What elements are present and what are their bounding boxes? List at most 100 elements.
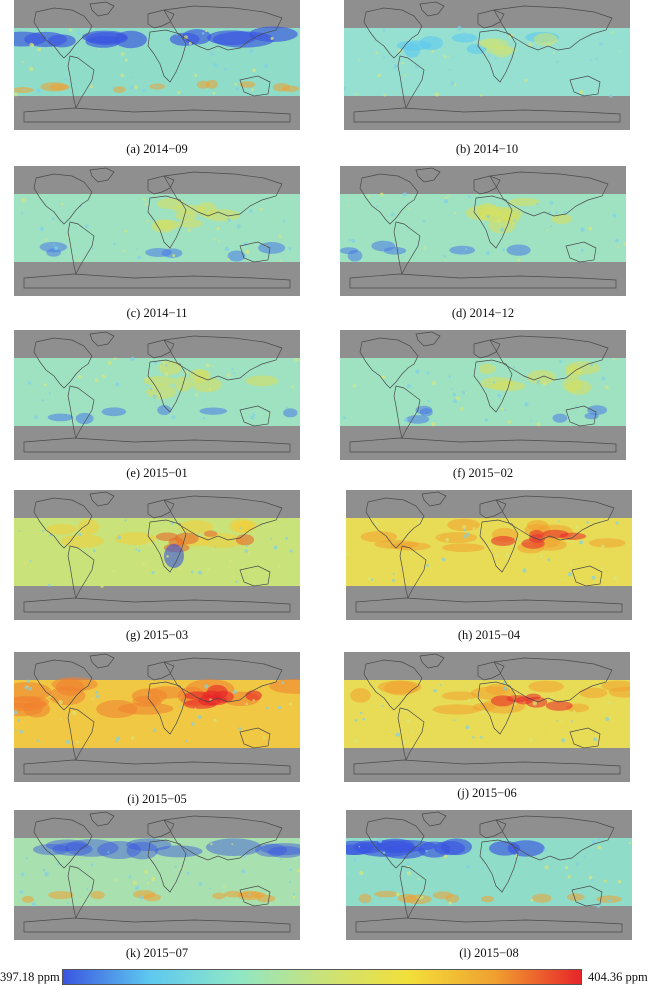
coastline-2	[421, 491, 447, 507]
coastline-6	[239, 885, 271, 907]
coastline-6	[239, 565, 271, 587]
coastline-3	[473, 339, 501, 359]
coastline-6	[239, 241, 271, 263]
colorbar-max-label: 404.36 ppm	[588, 970, 648, 984]
coastline-2	[421, 811, 447, 827]
coastline-5	[495, 815, 615, 861]
colorbar-min-label: 397.18 ppm	[0, 970, 60, 984]
coastline-5	[489, 335, 609, 381]
coastline-2	[415, 331, 441, 347]
coastline-1	[67, 865, 95, 920]
coastline-0	[33, 337, 93, 389]
co2-map-l	[346, 810, 632, 940]
coastline-3	[147, 175, 175, 195]
coastline-0	[33, 7, 93, 59]
coastline-3	[479, 819, 507, 839]
coastline-7	[23, 917, 291, 933]
coastline-7	[355, 597, 623, 613]
panel-caption-e: (e) 2015−01	[126, 466, 188, 480]
coastline-0	[33, 817, 93, 869]
colorbar-gradient	[62, 969, 582, 985]
coastline-2	[89, 491, 115, 507]
coastline-1	[399, 865, 427, 920]
co2-map-b	[344, 0, 630, 130]
coastline-2	[89, 1, 115, 17]
coastline-6	[569, 75, 601, 97]
coastline-5	[163, 171, 283, 217]
coastline-1	[399, 545, 427, 600]
co2-map-e	[14, 330, 300, 460]
coastline-1	[397, 55, 425, 110]
colorbar: 397.18 ppm 404.36 ppm	[0, 966, 650, 992]
coastline-2	[89, 167, 115, 183]
coastline-5	[163, 335, 283, 381]
co2-map-a	[14, 0, 300, 130]
coastline-2	[89, 811, 115, 827]
coastline-7	[23, 597, 291, 613]
coastline-2	[89, 653, 115, 669]
panel-caption-c: (c) 2014−11	[126, 306, 188, 320]
coastline-0	[359, 173, 419, 225]
panel-caption-k: (k) 2015−07	[125, 946, 189, 960]
coastline-5	[495, 495, 615, 541]
coastline-7	[23, 107, 291, 123]
coastline-7	[349, 273, 617, 289]
panel-caption-l: (l) 2015−08	[459, 946, 519, 960]
coastline-2	[89, 331, 115, 347]
coastline-5	[163, 657, 283, 703]
coastline-3	[477, 9, 505, 29]
coastline-6	[569, 727, 601, 749]
coastline-5	[493, 5, 613, 51]
coastline-6	[239, 75, 271, 97]
coastline-3	[473, 175, 501, 195]
coastline-5	[163, 5, 283, 51]
coastline-0	[359, 337, 419, 389]
coastline-7	[23, 759, 291, 775]
coastline-3	[147, 499, 175, 519]
coastline-0	[363, 659, 423, 711]
coastline-1	[67, 221, 95, 276]
coastline-7	[353, 759, 621, 775]
coastline-1	[67, 707, 95, 762]
co2-map-h	[346, 490, 632, 620]
coastline-7	[355, 917, 623, 933]
panel-caption-d: (d) 2014−12	[451, 306, 515, 320]
coastline-6	[239, 405, 271, 427]
coastline-1	[397, 707, 425, 762]
coastline-3	[477, 661, 505, 681]
co2-map-c	[14, 166, 300, 296]
panel-caption-g: (g) 2015−03	[125, 628, 189, 642]
panel-caption-f: (f) 2015−02	[452, 466, 514, 480]
coastline-7	[23, 273, 291, 289]
coastline-1	[393, 385, 421, 440]
co2-map-d	[340, 166, 626, 296]
panel-caption-i: (i) 2015−05	[127, 792, 187, 806]
coastline-0	[365, 497, 425, 549]
coastline-3	[147, 661, 175, 681]
coastline-1	[393, 221, 421, 276]
co2-map-g	[14, 490, 300, 620]
coastline-0	[33, 173, 93, 225]
panel-caption-j: (j) 2015−06	[457, 786, 517, 800]
panel-caption-h: (h) 2015−04	[457, 628, 521, 642]
co2-map-j	[344, 652, 630, 782]
coastline-1	[67, 545, 95, 600]
coastline-5	[163, 815, 283, 861]
coastline-2	[419, 653, 445, 669]
coastline-7	[349, 437, 617, 453]
coastline-7	[353, 107, 621, 123]
coastline-6	[239, 727, 271, 749]
coastline-1	[67, 385, 95, 440]
coastline-0	[365, 817, 425, 869]
coastline-6	[565, 241, 597, 263]
coastline-6	[565, 405, 597, 427]
coastline-1	[67, 55, 95, 110]
coastline-3	[147, 9, 175, 29]
coastline-2	[419, 1, 445, 17]
coastline-7	[23, 437, 291, 453]
coastline-5	[489, 171, 609, 217]
coastline-0	[33, 497, 93, 549]
co2-map-i	[14, 652, 300, 782]
coastline-6	[571, 885, 603, 907]
coastline-2	[415, 167, 441, 183]
